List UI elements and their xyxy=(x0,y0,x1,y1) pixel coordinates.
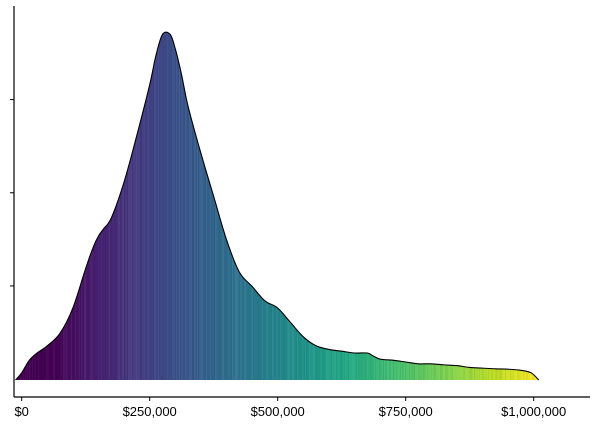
plot-area xyxy=(15,31,540,381)
axes: $0 $250,000 $500,000 $750,000 $1,000,000 xyxy=(10,6,590,419)
x-tick-label-1: $250,000 xyxy=(123,404,177,419)
x-tick-label-0: $0 xyxy=(14,404,28,419)
x-tick-label-4: $1,000,000 xyxy=(501,404,566,419)
x-tick-label-2: $500,000 xyxy=(251,404,305,419)
density-area xyxy=(15,32,539,380)
density-outline xyxy=(15,31,540,381)
x-tick-label-3: $750,000 xyxy=(379,404,433,419)
